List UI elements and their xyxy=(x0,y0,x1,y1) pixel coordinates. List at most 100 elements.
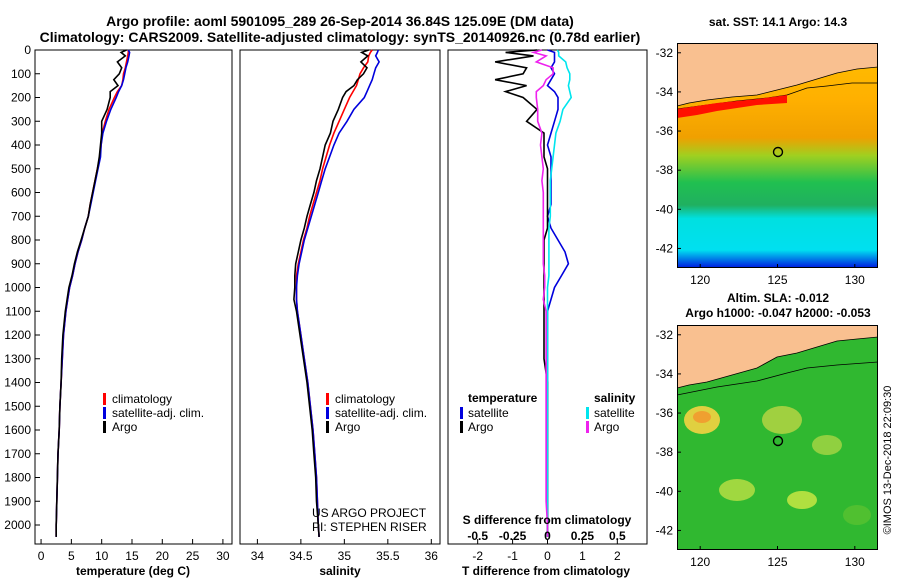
x-tick-label: 15 xyxy=(125,549,139,563)
y-tick-label: 0 xyxy=(24,43,31,57)
legend-argo: Argo xyxy=(112,420,138,434)
y-tick-label: 1500 xyxy=(4,399,31,413)
y-tick-label: 200 xyxy=(11,91,31,105)
sst-float-marker xyxy=(772,146,784,158)
map-y-tick-label: -36 xyxy=(656,406,674,420)
imos-credit: ©IMOS 13-Dec-2018 22:09:30 xyxy=(882,386,894,535)
y-tick-label: 1600 xyxy=(4,423,31,437)
y-tick-label: 100 xyxy=(11,67,31,81)
legend-argo: Argo xyxy=(335,420,361,434)
difference-legend: temperature satellite Argo salinity sate… xyxy=(460,391,636,434)
legend-swatch-s-satellite xyxy=(586,407,589,419)
x-tick-label: 25 xyxy=(186,549,200,563)
x-tick-label: 1 xyxy=(579,549,586,563)
figure-title-line2: Climatology: CARS2009. Satellite-adjuste… xyxy=(40,29,641,45)
legend-swatch-t-argo xyxy=(460,421,463,433)
series-line-salinity-argo xyxy=(530,49,554,537)
legend-climatology: climatology xyxy=(335,392,395,406)
sla-map-image xyxy=(677,325,878,550)
y-tick-label: 1300 xyxy=(4,352,31,366)
map-x-tick-label: 125 xyxy=(767,273,787,287)
sla-map-title: Altim. SLA: -0.012 xyxy=(727,291,829,305)
legend-t-argo: Argo xyxy=(468,420,494,434)
legend-temperature-title: temperature xyxy=(468,391,538,405)
y-tick-label: 1800 xyxy=(4,471,31,485)
map-x-tick-label: 130 xyxy=(845,273,865,287)
map-y-tick-label: -42 xyxy=(656,241,674,255)
salinity-panel: 34 34.5 35 35.5 36 salinity climatology sate… xyxy=(239,49,441,578)
salinity-axes-frame xyxy=(239,49,441,545)
map-y-tick-label: -38 xyxy=(656,163,674,177)
x2-tick-label: 0.5 xyxy=(609,529,626,543)
sla-land xyxy=(677,325,878,389)
map-x-tick-label: 130 xyxy=(845,555,865,569)
map-y-tick-label: -40 xyxy=(656,484,674,498)
legend-swatch-argo xyxy=(326,421,329,433)
map-x-tick-label: 120 xyxy=(690,273,710,287)
sst-map-image xyxy=(677,43,878,268)
legend-s-argo: Argo xyxy=(594,420,620,434)
credit-project: US ARGO PROJECT xyxy=(312,506,427,520)
legend-swatch-satellite xyxy=(103,407,106,419)
salinity-legend: climatology satellite-adj. clim. Argo xyxy=(326,392,427,434)
legend-s-satellite: satellite xyxy=(594,406,635,420)
y-tick-label: 700 xyxy=(11,209,31,223)
x-tick-label: 36 xyxy=(425,549,439,563)
sla-map-panel: Altim. SLA: -0.012 Argo h1000: -0.047 h2… xyxy=(656,291,894,569)
sla-blob xyxy=(693,411,711,423)
x-tick-label: 2 xyxy=(614,549,621,563)
series-line-argo xyxy=(293,49,370,537)
map-x-tick-label: 125 xyxy=(767,555,787,569)
y-tick-label: 500 xyxy=(11,162,31,176)
temperature-xlabel: temperature (deg C) xyxy=(76,564,190,578)
x-tick-label: 10 xyxy=(95,549,109,563)
series-line-salinity-satellite xyxy=(546,49,573,537)
y-tick-label: 800 xyxy=(11,233,31,247)
x-tick-label: 20 xyxy=(156,549,170,563)
sst-map-title: sat. SST: 14.1 Argo: 14.3 xyxy=(709,15,848,29)
legend-t-satellite: satellite xyxy=(468,406,509,420)
legend-swatch-argo xyxy=(103,421,106,433)
sla-float-marker xyxy=(772,435,784,447)
y-tick-label: 1200 xyxy=(4,328,31,342)
y-tick-label: 2000 xyxy=(4,518,31,532)
y-tick-label: 1700 xyxy=(4,447,31,461)
sla-blob xyxy=(762,406,802,434)
y-tick-label: 1100 xyxy=(5,304,31,318)
x-tick-label: 35 xyxy=(338,549,352,563)
map-y-tick-label: -32 xyxy=(656,46,674,60)
map-x-tick-label: 120 xyxy=(690,555,710,569)
x-tick-label: -1 xyxy=(507,549,518,563)
y-tick-label: 600 xyxy=(11,186,31,200)
legend-swatch-satellite xyxy=(326,407,329,419)
difference-xlabel: T difference from climatology xyxy=(462,564,630,578)
y-tick-label: 400 xyxy=(11,138,31,152)
difference-panel: -2 -1 0 1 2 -0.5 -0.25 0 0.25 0.5 S difference f… xyxy=(447,49,648,578)
y-tick-label: 1900 xyxy=(4,494,31,508)
x2-tick-label: -0.25 xyxy=(499,529,527,543)
legend-swatch-climatology xyxy=(326,393,329,405)
x2-tick-label: 0.25 xyxy=(571,529,595,543)
sla-contour xyxy=(677,361,878,396)
sst-land xyxy=(677,43,878,107)
map-y-tick-label: -32 xyxy=(656,328,674,342)
x-tick-label: 34 xyxy=(251,549,265,563)
difference-xlabel2: S difference from climatology xyxy=(463,513,632,527)
sla-blob xyxy=(719,479,755,501)
sla-blob xyxy=(787,491,817,509)
figure-title-line1: Argo profile: aoml 5901095_289 26-Sep-20… xyxy=(106,13,574,29)
sla-map-subtitle: Argo h1000: -0.047 h2000: -0.053 xyxy=(685,306,871,320)
legend-climatology: climatology xyxy=(112,392,172,406)
series-line-argo xyxy=(55,49,127,537)
sst-map-panel: sat. SST: 14.1 Argo: 14.3 xyxy=(656,15,878,287)
map-y-tick-label: -42 xyxy=(656,523,674,537)
map-y-tick-label: -40 xyxy=(656,202,674,216)
x2-tick-label: -0.5 xyxy=(467,529,488,543)
map-y-tick-label: -38 xyxy=(656,445,674,459)
x-tick-label: 5 xyxy=(68,549,75,563)
x-tick-label: -2 xyxy=(472,549,483,563)
legend-swatch-climatology xyxy=(103,393,106,405)
x-tick-label: 0 xyxy=(544,549,551,563)
credit-pi: PI: STEPHEN RISER xyxy=(312,520,427,534)
x-tick-label: 34.5 xyxy=(289,549,313,563)
